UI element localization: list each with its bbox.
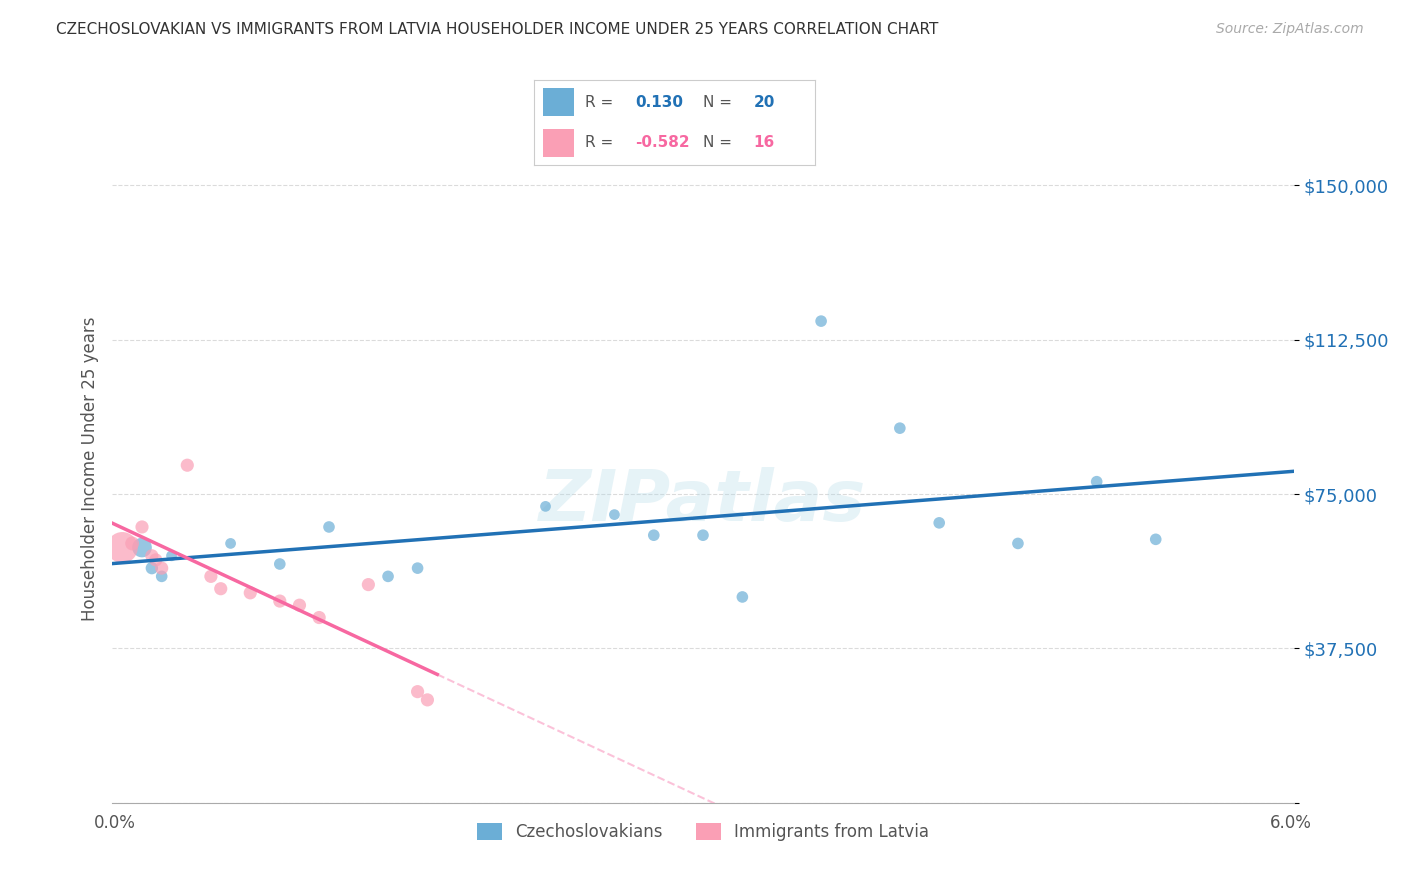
Point bbox=[141, 549, 163, 563]
Point bbox=[731, 590, 754, 604]
Point bbox=[1144, 533, 1167, 547]
Point bbox=[1007, 536, 1029, 550]
Point bbox=[603, 508, 626, 522]
Text: -0.582: -0.582 bbox=[636, 136, 690, 151]
Point bbox=[318, 520, 340, 534]
FancyBboxPatch shape bbox=[543, 128, 574, 157]
Legend: Czechoslovakians, Immigrants from Latvia: Czechoslovakians, Immigrants from Latvia bbox=[470, 816, 936, 848]
Text: 20: 20 bbox=[754, 95, 775, 110]
Point bbox=[377, 569, 399, 583]
Text: N =: N = bbox=[703, 136, 737, 151]
Text: 16: 16 bbox=[754, 136, 775, 151]
Point bbox=[1085, 475, 1108, 489]
Point bbox=[643, 528, 665, 542]
Point bbox=[209, 582, 232, 596]
FancyBboxPatch shape bbox=[543, 88, 574, 116]
Text: R =: R = bbox=[585, 95, 619, 110]
Point bbox=[534, 500, 557, 514]
Point bbox=[239, 586, 262, 600]
Text: CZECHOSLOVAKIAN VS IMMIGRANTS FROM LATVIA HOUSEHOLDER INCOME UNDER 25 YEARS CORR: CZECHOSLOVAKIAN VS IMMIGRANTS FROM LATVI… bbox=[56, 22, 939, 37]
Text: 0.130: 0.130 bbox=[636, 95, 683, 110]
Text: Source: ZipAtlas.com: Source: ZipAtlas.com bbox=[1216, 22, 1364, 37]
Point bbox=[150, 561, 173, 575]
Text: 0.0%: 0.0% bbox=[94, 814, 136, 831]
Point bbox=[131, 520, 153, 534]
Text: N =: N = bbox=[703, 95, 737, 110]
Point bbox=[131, 541, 153, 555]
Point bbox=[176, 458, 198, 473]
Point bbox=[928, 516, 950, 530]
Point bbox=[288, 598, 311, 612]
Point bbox=[269, 557, 291, 571]
Point bbox=[121, 536, 143, 550]
Point bbox=[200, 569, 222, 583]
Point bbox=[219, 536, 242, 550]
Y-axis label: Householder Income Under 25 years: Householder Income Under 25 years bbox=[80, 316, 98, 621]
Point bbox=[141, 561, 163, 575]
Point bbox=[406, 684, 429, 698]
Point bbox=[308, 610, 330, 624]
Point bbox=[111, 541, 134, 555]
Text: ZIPatlas: ZIPatlas bbox=[540, 467, 866, 536]
Point bbox=[145, 553, 167, 567]
Point bbox=[416, 693, 439, 707]
Point bbox=[269, 594, 291, 608]
Text: R =: R = bbox=[585, 136, 619, 151]
Point bbox=[810, 314, 832, 328]
Point bbox=[406, 561, 429, 575]
Point bbox=[889, 421, 911, 435]
Text: 6.0%: 6.0% bbox=[1270, 814, 1312, 831]
Point bbox=[357, 577, 380, 591]
Point bbox=[692, 528, 714, 542]
Point bbox=[160, 549, 183, 563]
Point bbox=[150, 569, 173, 583]
